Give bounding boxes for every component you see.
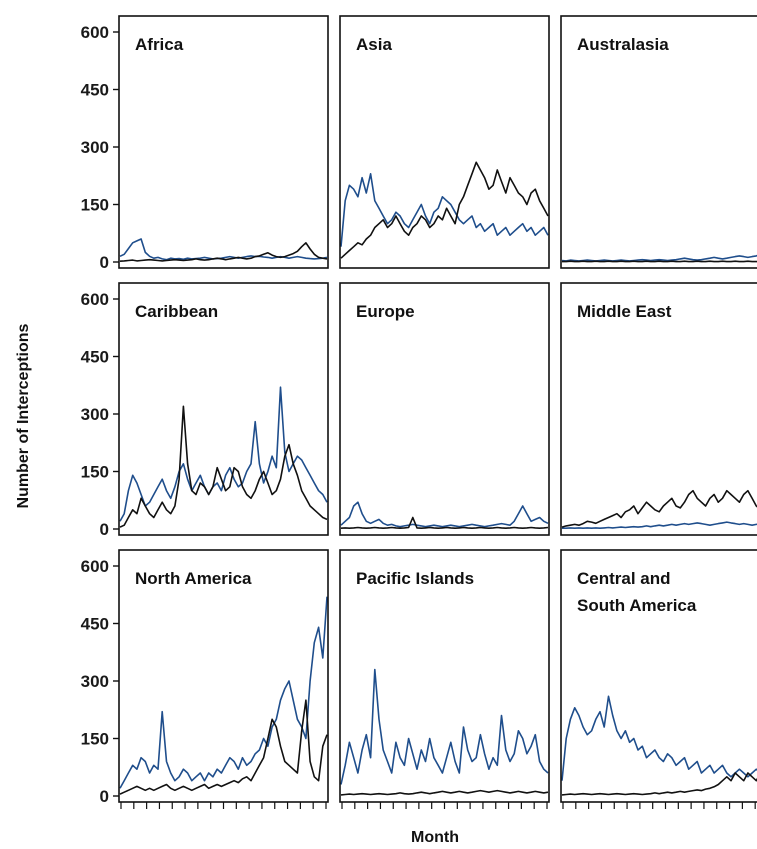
panel-title: South America: [577, 596, 697, 615]
panel-grid: Africa 0 150 300 450 600 Asia Australasia Caribb…: [81, 15, 757, 809]
panel-frame: [560, 282, 757, 536]
series-line-black: [561, 772, 757, 796]
y-tick-label: 450: [81, 615, 109, 634]
y-tick-label: 450: [81, 348, 109, 367]
panel-8: Pacific Islands: [339, 549, 550, 809]
series-line-black: [340, 161, 549, 259]
y-tick-label: 300: [81, 405, 109, 424]
series-line-blue: [561, 254, 757, 262]
panel-4: Caribbean 0 150 300 450 600: [81, 282, 329, 539]
series-line-black: [119, 699, 328, 795]
panel-9: Central and South America: [560, 549, 757, 809]
panel-6: Middle East: [560, 282, 757, 536]
series-line-black: [561, 489, 757, 528]
series-line-blue: [340, 173, 549, 247]
y-tick-label: 600: [81, 23, 109, 42]
series-line-black: [340, 516, 549, 529]
y-tick-label: 0: [100, 787, 109, 806]
panel-title: Asia: [356, 35, 392, 54]
y-tick-label: 300: [81, 672, 109, 691]
panel-title: Africa: [135, 35, 184, 54]
y-tick-label: 150: [81, 463, 109, 482]
panel-title: Australasia: [577, 35, 669, 54]
panel-frame: [339, 15, 550, 269]
series-line-black: [119, 405, 328, 528]
series-line-blue: [119, 596, 328, 789]
series-line-blue: [119, 386, 328, 522]
panel-title: North America: [135, 569, 252, 588]
y-tick-label: 150: [81, 196, 109, 215]
y-tick-label: 300: [81, 138, 109, 157]
series-line-black: [119, 242, 328, 262]
panel-title: Pacific Islands: [356, 569, 474, 588]
series-line-blue: [561, 695, 757, 781]
panel-frame: [339, 282, 550, 536]
panel-title: Central and: [577, 569, 671, 588]
y-tick-label: 600: [81, 557, 109, 576]
series-line-blue: [562, 521, 757, 529]
x-axis-title: Month: [411, 829, 459, 846]
panel-frame: [118, 282, 329, 536]
series-line-blue: [340, 501, 549, 528]
panel-frame: [118, 15, 329, 269]
y-axis-title: Number of Interceptions: [15, 323, 32, 508]
y-tick-label: 150: [81, 730, 109, 749]
panel-title: Middle East: [577, 302, 672, 321]
panel-7: North America 0 150 300 450 600: [81, 549, 329, 809]
panel-title: Europe: [356, 302, 415, 321]
y-tick-label: 450: [81, 81, 109, 100]
panel-title: Caribbean: [135, 302, 218, 321]
series-line-black: [340, 789, 549, 796]
panel-3: Australasia: [560, 15, 757, 269]
y-tick-label: 0: [100, 520, 109, 539]
y-tick-label: 600: [81, 290, 109, 309]
series-line-blue: [119, 238, 328, 261]
y-tick-label: 0: [100, 253, 109, 272]
panel-2: Asia: [339, 15, 550, 269]
panel-frame: [560, 15, 757, 269]
panel-5: Europe: [339, 282, 550, 536]
panel-1: Africa 0 150 300 450 600: [81, 15, 329, 272]
series-line-blue: [340, 668, 549, 785]
